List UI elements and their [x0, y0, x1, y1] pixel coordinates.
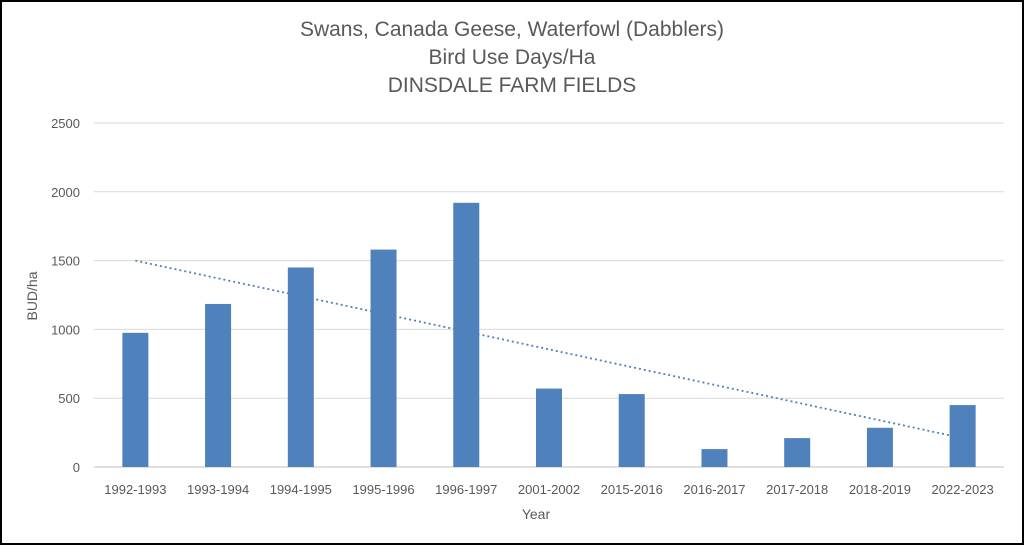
x-tick-label: 2016-2017 — [683, 482, 745, 497]
y-tick-label: 0 — [73, 460, 80, 475]
x-tick-label: 2001-2002 — [518, 482, 580, 497]
x-tick-label: 1994-1995 — [270, 482, 332, 497]
trendline-group — [135, 259, 963, 439]
x-tick-label: 2015-2016 — [601, 482, 663, 497]
x-tick-label: 1996-1997 — [435, 482, 497, 497]
bar — [453, 202, 480, 468]
chart-title: Swans, Canada Geese, Waterfowl (Dabblers… — [2, 16, 1022, 100]
y-tick-label: 2000 — [51, 185, 80, 200]
y-axis-ticks: 0 500 1000 1500 2000 2500 — [51, 116, 80, 475]
y-axis-title: BUD/ha — [24, 271, 40, 320]
bar — [784, 438, 811, 467]
x-tick-label: 1993-1994 — [187, 482, 249, 497]
bar — [536, 388, 562, 467]
x-tick-label: 1995-1996 — [352, 482, 414, 497]
y-tick-label: 2500 — [51, 116, 80, 131]
x-axis-title: Year — [522, 506, 551, 522]
y-tick-label: 1500 — [51, 254, 80, 269]
bar — [866, 427, 893, 467]
x-tick-label: 1992-1993 — [104, 482, 166, 497]
trendline — [135, 259, 963, 439]
y-tick-label: 500 — [58, 391, 80, 406]
chart-title-line-2: Bird Use Days/Ha — [428, 46, 596, 69]
bar — [370, 249, 397, 467]
bar — [122, 332, 149, 467]
bar — [205, 303, 232, 467]
bars — [122, 202, 976, 468]
y-tick-label: 1000 — [51, 322, 80, 337]
x-tick-label: 2022-2023 — [932, 482, 994, 497]
bar — [618, 394, 645, 467]
bar — [701, 449, 728, 467]
x-axis-ticks: 1992-1993 1993-1994 1994-1995 1995-1996 1996… — [104, 482, 993, 497]
x-tick-label: 2017-2018 — [766, 482, 828, 497]
chart-title-line-1: Swans, Canada Geese, Waterfowl (Dabblers… — [299, 18, 725, 41]
bar — [287, 267, 314, 467]
bar — [949, 405, 976, 467]
chart-title-line-3: DINSDALE FARM FIELDS — [387, 74, 637, 97]
x-tick-label: 2018-2019 — [849, 482, 911, 497]
